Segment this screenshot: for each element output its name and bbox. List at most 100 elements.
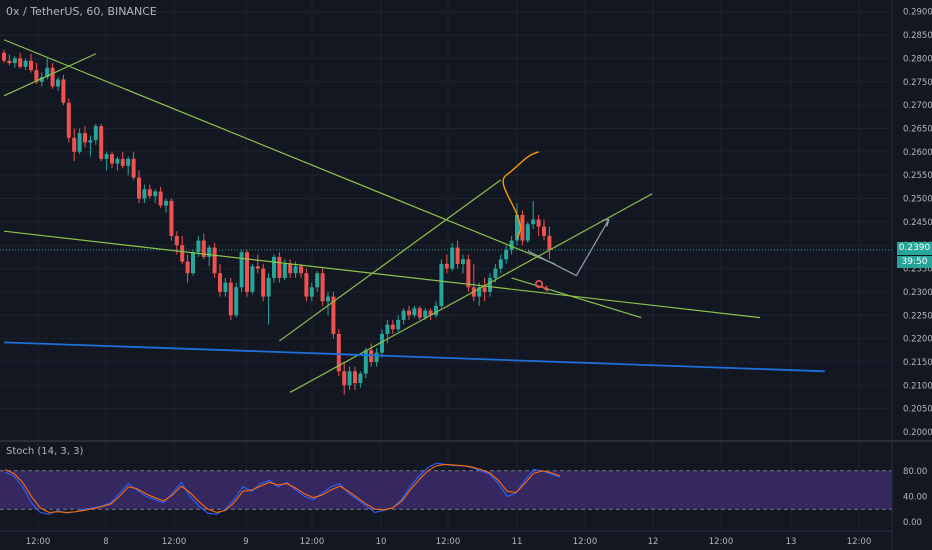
- candle-body: [126, 158, 131, 166]
- candle-body: [72, 137, 77, 152]
- candle-body: [401, 310, 406, 320]
- stoch-band: [0, 470, 892, 510]
- time-tick-label: 12:00: [300, 537, 325, 547]
- price-tick-label: 0.2450: [903, 218, 932, 228]
- candle-body: [342, 371, 347, 386]
- candle-body: [336, 333, 341, 372]
- candle-body: [66, 102, 71, 138]
- candle-body: [320, 273, 325, 302]
- candle-body: [407, 310, 411, 316]
- candle-body: [218, 273, 222, 292]
- candle-body: [39, 77, 44, 82]
- channel-lower-line[interactable]: [289, 193, 653, 393]
- price-tick-label: 0.2200: [903, 335, 932, 345]
- candle-body: [201, 240, 206, 257]
- candle-body: [191, 252, 195, 274]
- candle-body: [104, 154, 109, 159]
- price-tick-label: 0.2800: [903, 54, 932, 64]
- last-price-tag: 0.2390: [897, 242, 932, 255]
- price-tick-label: 0.2350: [903, 265, 932, 275]
- stoch-label[interactable]: Stoch (14, 3, 3): [6, 446, 84, 457]
- price-tick-label: 0.2600: [903, 148, 932, 158]
- candle-body: [110, 154, 114, 164]
- price-tick-label: 0.2500: [903, 195, 932, 205]
- time-tick-label: 10: [376, 537, 387, 547]
- candle-body: [488, 277, 492, 292]
- upper-fan-line[interactable]: [3, 230, 761, 319]
- key-icon-tooth: [544, 285, 548, 290]
- candle-body: [304, 273, 309, 297]
- candle-body: [207, 247, 212, 257]
- price-tick-label: 0.2100: [903, 381, 932, 391]
- candle-body: [255, 266, 260, 269]
- candlesticks: [2, 50, 552, 395]
- candle-body: [542, 226, 546, 236]
- candle-body: [396, 319, 401, 330]
- short-rising-line[interactable]: [3, 53, 97, 97]
- candle-body: [115, 158, 120, 164]
- drawings: [3, 39, 825, 393]
- candle-body: [309, 287, 314, 297]
- stoch-lines: [4, 462, 561, 515]
- candle-body: [299, 266, 303, 274]
- projection-path[interactable]: [527, 219, 610, 277]
- orange-curve[interactable]: [502, 151, 539, 239]
- descending-trendline[interactable]: [3, 39, 556, 265]
- candle-body: [142, 189, 147, 199]
- stoch-tick-label: 40.00: [903, 492, 927, 502]
- candle-body: [363, 350, 368, 374]
- time-tick-label: 12:00: [26, 537, 51, 547]
- stoch-tick-label: 80.00: [903, 467, 927, 477]
- price-tick-label: 0.2900: [903, 8, 932, 18]
- candle-body: [56, 79, 60, 87]
- time-tick-label: 13: [786, 537, 797, 547]
- candle-body: [174, 235, 179, 246]
- candle-body: [88, 140, 93, 143]
- candle-body: [374, 352, 379, 362]
- candle-body: [228, 282, 233, 316]
- candle-body: [158, 191, 163, 206]
- candle-body: [423, 310, 428, 318]
- candle-body: [61, 79, 66, 103]
- channel-upper-line[interactable]: [279, 179, 502, 342]
- horizontal-support-line[interactable]: [3, 341, 825, 373]
- candle-body: [18, 58, 23, 67]
- candle-body: [444, 263, 449, 269]
- candle-body: [245, 252, 249, 292]
- projection-falling-line[interactable]: [511, 277, 642, 319]
- price-tick-label: 0.2250: [903, 311, 932, 321]
- candle-body: [147, 189, 152, 197]
- price-tick-label: 0.2050: [903, 405, 932, 415]
- candle-body: [434, 305, 438, 316]
- candle-body: [29, 60, 33, 71]
- candle-body: [450, 247, 455, 269]
- time-tick-label: 12:00: [709, 537, 734, 547]
- candle-body: [12, 58, 17, 64]
- candle-timer: 39:50: [897, 256, 932, 268]
- time-tick-label: 12: [648, 537, 659, 547]
- candle-body: [83, 133, 87, 143]
- candle-body: [196, 240, 201, 253]
- candle-body: [266, 277, 271, 297]
- time-tick-label: 12:00: [847, 537, 872, 547]
- candle-body: [120, 158, 125, 166]
- symbol-header[interactable]: 0x / TetherUS, 60, BINANCE: [6, 5, 157, 18]
- candle-body: [131, 158, 136, 178]
- price-tick-label: 0.2750: [903, 78, 932, 88]
- candle-body: [288, 263, 293, 274]
- candle-body: [531, 219, 536, 225]
- candle-body: [2, 52, 6, 61]
- time-tick-label: 12:00: [162, 537, 187, 547]
- candle-body: [428, 310, 433, 316]
- candle-body: [180, 245, 185, 262]
- candle-body: [525, 224, 530, 241]
- candle-body: [439, 263, 444, 306]
- candle-body: [277, 256, 282, 278]
- candle-body: [185, 261, 190, 274]
- price-tick-label: 0.2000: [903, 428, 932, 438]
- price-tick-label: 0.2850: [903, 31, 932, 41]
- candle-body: [520, 214, 525, 241]
- candle-body: [23, 60, 28, 67]
- candle-body: [417, 308, 422, 318]
